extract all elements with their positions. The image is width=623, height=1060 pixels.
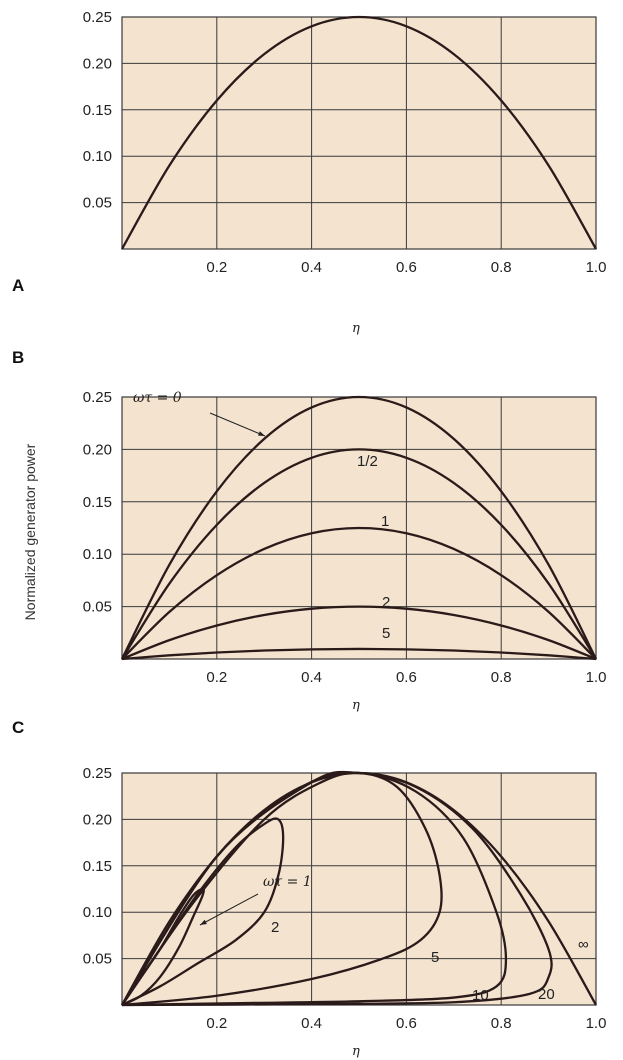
curve-label: 5 [431, 949, 439, 966]
curve-label: 2 [271, 919, 279, 936]
plot-area [121, 16, 597, 250]
curve-label: 20 [538, 986, 555, 1003]
series-line [121, 817, 285, 1007]
y-tick-label: 0.25 [83, 389, 112, 406]
y-axis-label: Normalized generator power [22, 443, 38, 620]
y-tick-label: 0.20 [83, 441, 112, 458]
series-line [121, 448, 597, 660]
y-tick-label: 0.25 [83, 765, 112, 782]
y-tick-label: 0.05 [83, 599, 112, 616]
x-tick-label: 0.6 [396, 1015, 417, 1032]
panel-label-b: B [12, 348, 24, 367]
x-tick-label: 0.4 [301, 1015, 322, 1032]
annotation-arrowhead [200, 919, 207, 925]
y-tick-label: 0.25 [83, 9, 112, 26]
x-axis-label-c: η [352, 1044, 360, 1059]
curve-label: ωτ = 1 [263, 874, 312, 890]
x-tick-label: 0.2 [206, 259, 227, 276]
annotation-arrow [209, 412, 266, 437]
y-tick-label: 0.05 [83, 195, 112, 212]
y-tick-label: 0.05 [83, 951, 112, 968]
series-line [121, 770, 553, 1007]
panel-b: 0.2 0.4 0.6 0.8 1.0 0.05 0.10 0.15 0.20 0.25 ωτ = … [83, 389, 607, 686]
y-tick-label: 0.15 [83, 858, 112, 875]
x-tick-label: 0.4 [301, 669, 322, 686]
series-line [120, 395, 598, 660]
x-tick-label: 1.0 [586, 1015, 607, 1032]
curve-label: 1/2 [357, 453, 378, 470]
y-tick-label: 0.20 [83, 55, 112, 72]
annotation-arrowhead [258, 431, 265, 436]
annotation-arrow [199, 893, 259, 926]
x-tick-label: 0.6 [396, 669, 417, 686]
series-line [120, 15, 598, 250]
x-tick-label: 0.2 [206, 669, 227, 686]
y-tick-label: 0.20 [83, 811, 112, 828]
x-tick-label: 0.8 [491, 669, 512, 686]
curve-label: 10 [472, 987, 489, 1004]
x-tick-label: 0.6 [396, 259, 417, 276]
x-axis-label-b: η [352, 698, 360, 713]
y-tick-label: 0.10 [83, 546, 112, 563]
y-tick-label: 0.15 [83, 102, 112, 119]
panel-a: 0.2 0.4 0.6 0.8 1.0 0.05 0.10 0.15 0.20 0.25 [83, 9, 607, 276]
x-tick-label: 1.0 [586, 669, 607, 686]
x-tick-label: 1.0 [586, 259, 607, 276]
curve-label: 5 [382, 625, 390, 642]
y-tick-label: 0.10 [83, 148, 112, 165]
panel-label-c: C [12, 718, 24, 737]
panel-label-a: A [12, 276, 24, 295]
x-axis-label-a: η [352, 321, 360, 336]
series-line [121, 526, 597, 660]
x-tick-label: 0.4 [301, 259, 322, 276]
series-line [120, 771, 598, 1006]
curve-label: 1 [381, 513, 389, 530]
y-tick-label: 0.10 [83, 904, 112, 921]
panel-c: 0.2 0.4 0.6 0.8 1.0 0.05 0.10 0.15 0.20 0.25 ωτ = … [83, 765, 607, 1032]
series-line [121, 771, 443, 1007]
x-tick-label: 0.8 [491, 1015, 512, 1032]
curve-label: 2 [382, 594, 390, 611]
curve-label: ∞ [578, 936, 589, 953]
x-tick-label: 0.2 [206, 1015, 227, 1032]
series-line [121, 647, 597, 661]
x-tick-label: 0.8 [491, 259, 512, 276]
series-line [121, 605, 597, 661]
curve-label: ωτ = 0 [133, 390, 182, 406]
y-tick-label: 0.15 [83, 494, 112, 511]
